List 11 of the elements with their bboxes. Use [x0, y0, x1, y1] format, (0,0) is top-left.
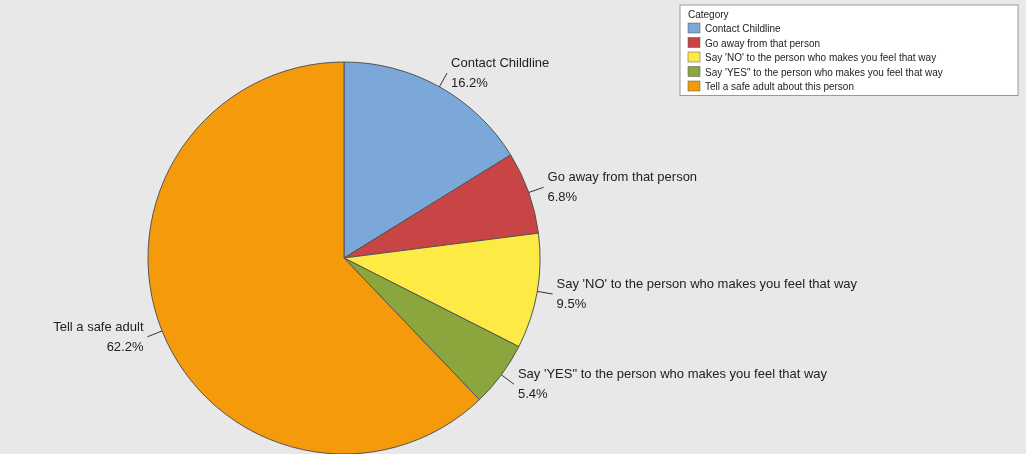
data-label: Tell a safe adult 62.2% [53, 318, 144, 354]
data-label: Go away from that person 6.8% [547, 169, 698, 205]
legend-label: Contact Childline [705, 23, 782, 34]
legend-label: Go away from that person [705, 37, 821, 49]
legend-label: Say 'NO' to the person who makes you feel that way [705, 52, 937, 63]
legend-label: Say 'YES" to the person who makes you feel that way [705, 66, 943, 78]
data-label: Say 'NO' to the person who makes you feel that way 9.5% [556, 276, 858, 312]
legend-label: Tell a safe adult about this person [705, 81, 854, 92]
legend-title: Category [688, 9, 729, 20]
data-label: Say 'YES" to the person who makes you feel that way 5.4% [517, 366, 828, 402]
data-label: Contact Childline 16.2% [451, 55, 550, 91]
